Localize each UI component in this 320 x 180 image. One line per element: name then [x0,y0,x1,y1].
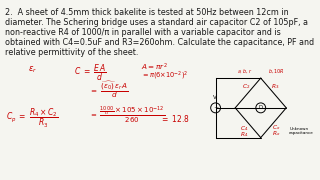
Text: $a,b,r$: $a,b,r$ [237,68,252,75]
Text: non-reactive R4 of 1000/π in parallel with a variable capacitor and is: non-reactive R4 of 1000/π in parallel wi… [4,28,280,37]
Text: $C_p\ =\ \dfrac{R_4 \times C_2}{R_3}$: $C_p\ =\ \dfrac{R_4 \times C_2}{R_3}$ [6,107,58,130]
Text: $=\ \dfrac{\widehat{(\varepsilon_0)}\,\varepsilon_r\,A}{d}$: $=\ \dfrac{\widehat{(\varepsilon_0)}\,\v… [89,79,129,100]
Text: $b,10R$: $b,10R$ [268,68,284,75]
Text: $=\pi(6{\times}10^{-2})^2$: $=\pi(6{\times}10^{-2})^2$ [141,70,188,82]
Text: $R_x$: $R_x$ [272,129,281,138]
Text: 2.  A sheet of 4.5mm thick bakelite is tested at 50Hz between 12cm in: 2. A sheet of 4.5mm thick bakelite is te… [4,8,288,17]
Text: $A = \pi r^2$: $A = \pi r^2$ [141,61,168,73]
Text: $=\ 12.8$: $=\ 12.8$ [160,113,189,124]
Text: V: V [213,95,217,100]
Text: ~: ~ [213,105,218,110]
Text: diameter. The Schering bridge uses a standard air capacitor C2 of 105pF, a: diameter. The Schering bridge uses a sta… [4,18,308,27]
Text: relative permittivity of the sheet.: relative permittivity of the sheet. [4,48,138,57]
Text: $C_4$: $C_4$ [240,124,248,133]
Text: $C_x$: $C_x$ [272,123,281,132]
Text: D: D [259,105,263,110]
Text: $R_4$: $R_4$ [240,130,248,139]
Text: $C\ =\ \dfrac{E\,A}{d}$: $C\ =\ \dfrac{E\,A}{d}$ [74,62,107,83]
Text: $C_2$: $C_2$ [242,82,250,91]
Text: $R_3$: $R_3$ [271,82,280,91]
Text: Unknown
capacitance: Unknown capacitance [289,127,314,135]
Text: obtained with C4=0.5uF and R3=260ohm. Calculate the capacitance, PF and: obtained with C4=0.5uF and R3=260ohm. Ca… [4,38,314,47]
Text: $=\ \dfrac{\frac{1000}{\pi}\times 105\times10^{-12}}{260}$: $=\ \dfrac{\frac{1000}{\pi}\times 105\ti… [89,104,165,125]
Text: $\varepsilon_r$: $\varepsilon_r$ [28,64,37,75]
